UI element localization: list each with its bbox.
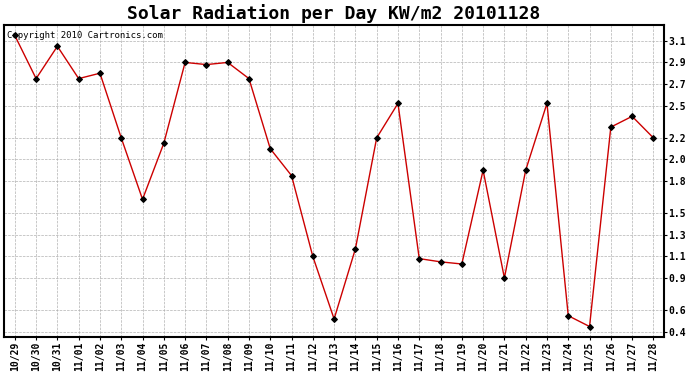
Text: Copyright 2010 Cartronics.com: Copyright 2010 Cartronics.com: [8, 31, 164, 40]
Title: Solar Radiation per Day KW/m2 20101128: Solar Radiation per Day KW/m2 20101128: [128, 4, 541, 23]
